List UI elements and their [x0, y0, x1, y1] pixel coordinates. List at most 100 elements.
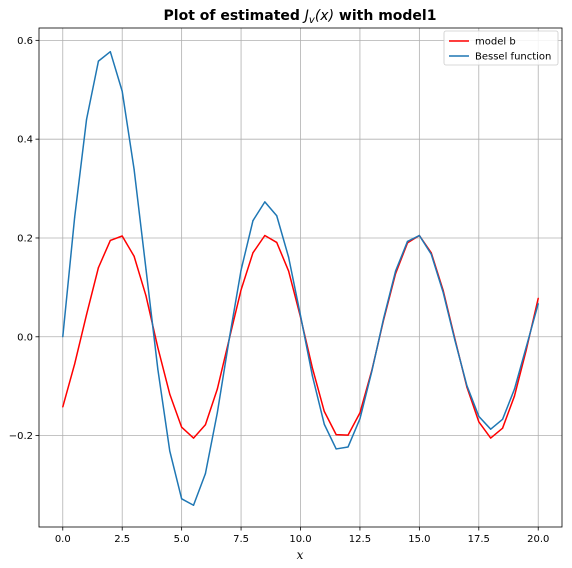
- data-point-2: [525, 346, 527, 348]
- data-point-2: [383, 317, 385, 319]
- x-tick-label: 5.0: [174, 534, 190, 545]
- legend: model b Bessel function: [443, 30, 559, 66]
- x-tick-label: 0.0: [55, 534, 71, 545]
- data-point-2: [359, 418, 361, 420]
- data-point-1: [74, 363, 76, 365]
- data-point-2: [430, 253, 432, 255]
- data-point-1: [109, 239, 111, 242]
- legend-label: Bessel function: [475, 52, 551, 63]
- data-point-1: [204, 424, 207, 426]
- data-point-1: [216, 388, 218, 390]
- y-tick-label: 0.4: [17, 135, 33, 146]
- data-point-1: [288, 270, 290, 272]
- data-point-2: [454, 340, 456, 342]
- grid: [39, 28, 562, 527]
- data-point-2: [121, 90, 123, 92]
- legend-box: [443, 30, 559, 66]
- data-point-1: [62, 406, 64, 408]
- y-tick-label: 0.0: [17, 332, 33, 343]
- data-point-2: [85, 118, 88, 121]
- data-point-2: [216, 412, 218, 414]
- data-point-2: [501, 418, 504, 420]
- data-point-1: [121, 235, 123, 237]
- x-tick-label: 20.0: [527, 534, 549, 545]
- y-tick-label: 0.2: [17, 233, 33, 244]
- data-point-1: [97, 267, 100, 269]
- data-point-2: [157, 368, 159, 370]
- data-point-2: [406, 240, 409, 243]
- data-point-2: [513, 388, 516, 390]
- data-point-2: [145, 268, 147, 270]
- data-point-1: [537, 297, 539, 299]
- data-point-1: [240, 289, 242, 291]
- data-point-1: [85, 313, 88, 316]
- data-point-2: [264, 201, 266, 203]
- data-point-1: [359, 412, 361, 414]
- data-point-2: [311, 375, 313, 377]
- series-lines: [62, 50, 539, 507]
- data-point-2: [335, 448, 337, 450]
- data-point-2: [228, 338, 230, 340]
- title-prefix: Plot of estimated: [164, 8, 305, 24]
- axes: [35, 27, 563, 531]
- data-point-1: [169, 393, 171, 395]
- x-tick-label: 7.5: [233, 534, 249, 545]
- data-point-2: [394, 270, 397, 272]
- legend-label: model b: [475, 37, 516, 48]
- data-point-2: [97, 60, 100, 62]
- data-point-1: [145, 295, 147, 297]
- tick-labels: 0.0 2.5 5.0 7.5 10.0 12.5 15.0 17.5 20.0 −0.2 0.0 0…: [9, 36, 550, 545]
- data-point-1: [181, 426, 183, 428]
- data-point-1: [347, 434, 349, 436]
- data-point-1: [264, 234, 266, 237]
- data-point-2: [192, 504, 195, 506]
- axes-frame: [38, 27, 563, 528]
- x-tick-label: 17.5: [468, 534, 490, 545]
- x-tick-label: 15.0: [408, 534, 430, 545]
- data-point-2: [288, 256, 290, 258]
- data-point-2: [418, 234, 420, 237]
- y-tick-label: −0.2: [9, 431, 33, 442]
- data-point-2: [490, 428, 492, 430]
- x-tick-label: 12.5: [349, 534, 371, 545]
- data-point-1: [133, 255, 135, 257]
- x-tick-label: 10.0: [289, 534, 311, 545]
- title-symbol: J: [302, 8, 309, 24]
- data-point-2: [276, 215, 278, 217]
- data-point-2: [74, 216, 76, 218]
- data-point-2: [347, 446, 349, 448]
- data-point-1: [157, 347, 159, 349]
- data-point-2: [299, 314, 302, 317]
- title-arg: (x): [315, 8, 334, 24]
- data-point-1: [323, 410, 325, 412]
- data-point-2: [371, 370, 373, 372]
- data-point-2: [240, 269, 242, 271]
- data-point-2: [62, 336, 64, 338]
- data-point-1: [478, 421, 480, 423]
- data-point-2: [478, 415, 480, 417]
- data-point-2: [442, 291, 444, 293]
- title-suffix: with model1: [334, 8, 436, 24]
- data-point-1: [192, 437, 195, 439]
- data-point-1: [501, 427, 504, 429]
- x-axis-label: x: [297, 548, 304, 562]
- chart-title: Plot of estimated Jv(x) with model1: [164, 8, 437, 26]
- data-point-2: [109, 51, 111, 53]
- title-subscript: v: [309, 15, 316, 26]
- data-point-2: [181, 498, 183, 500]
- x-tick-label: 2.5: [114, 534, 130, 545]
- data-point-2: [252, 220, 254, 222]
- data-point-1: [335, 434, 337, 436]
- data-point-1: [276, 241, 278, 244]
- data-point-2: [133, 168, 135, 170]
- data-point-1: [311, 367, 313, 369]
- data-point-1: [490, 437, 492, 439]
- data-point-2: [537, 303, 539, 305]
- data-point-1: [513, 395, 516, 397]
- data-point-2: [204, 473, 207, 475]
- data-point-2: [323, 423, 325, 425]
- y-tick-label: 0.6: [17, 36, 33, 47]
- data-point-2: [466, 385, 468, 387]
